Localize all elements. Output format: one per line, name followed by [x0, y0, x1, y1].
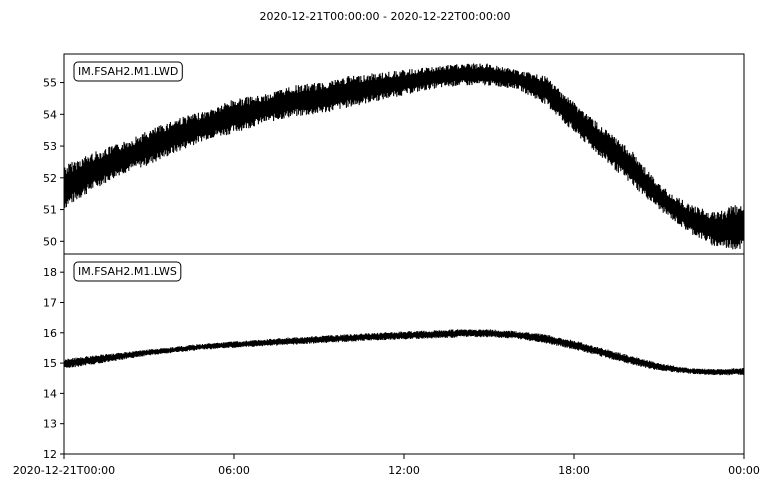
channel-label: IM.FSAH2.M1.LWS — [78, 265, 177, 278]
y-tick-label: 14 — [43, 387, 57, 400]
y-tick-label: 50 — [43, 235, 57, 248]
trace-line — [64, 329, 744, 376]
trace-line — [64, 63, 744, 250]
y-tick-label: 51 — [43, 204, 57, 217]
x-axis: 2020-12-21T00:00 06:00 12:00 18:00 00:00 — [13, 454, 760, 477]
y-tick-label: 52 — [43, 172, 57, 185]
y-tick-label: 16 — [43, 327, 57, 340]
panel-1: 50 51 52 53 54 55 IM.FSAH2.M1.LWD — [43, 53, 745, 255]
panel-frame — [63, 253, 745, 455]
y-tick-label: 12 — [43, 448, 57, 461]
y-tick-label: 53 — [43, 140, 57, 153]
x-tick-label: 06:00 — [218, 464, 250, 477]
y-tick-label: 55 — [43, 77, 57, 90]
y-tick-label: 18 — [43, 266, 57, 279]
x-tick-label: 00:00 — [728, 464, 760, 477]
y-tick-label: 17 — [43, 296, 57, 309]
x-tick-label: 12:00 — [388, 464, 420, 477]
channel-label: IM.FSAH2.M1.LWD — [78, 65, 178, 78]
x-tick-label: 2020-12-21T00:00 — [13, 464, 115, 477]
panels: 505152535455IM.FSAH2.M1.LWD1213141516171… — [43, 53, 745, 461]
y-tick-label: 54 — [43, 108, 57, 121]
channel-label-box — [73, 61, 183, 82]
y-tick-label: 13 — [43, 418, 57, 431]
panel-2: 12 13 14 15 16 17 18 IM.FSAH2.M1.LWS — [43, 253, 745, 461]
chart-title: 2020-12-21T00:00:00 - 2020-12-22T00:00:0… — [259, 10, 510, 23]
y-tick-label: 15 — [43, 357, 57, 370]
channel-label-box — [73, 261, 182, 282]
x-tick-label: 18:00 — [558, 464, 590, 477]
